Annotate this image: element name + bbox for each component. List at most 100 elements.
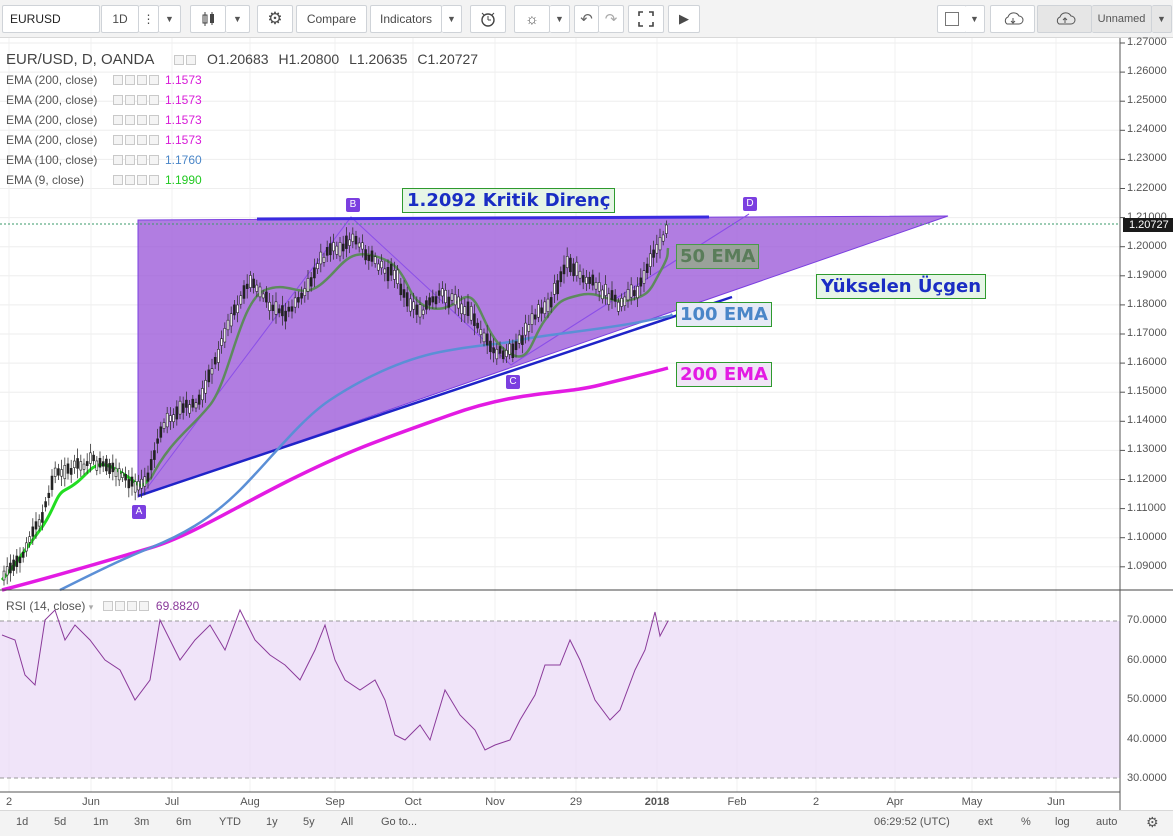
indicator-legend-row[interactable]: EMA (200, close) 1.1573 [6,133,202,147]
undo-button[interactable]: ↶ [574,5,599,33]
indicator-legend-row[interactable]: EMA (100, close) 1.1760 [6,153,202,167]
range-all-button[interactable]: All [341,816,354,828]
close-icon[interactable] [149,75,159,85]
eye-icon[interactable] [113,155,123,165]
range-5y-button[interactable]: 5y [303,816,315,828]
close-icon[interactable] [138,601,149,611]
resistance-line[interactable] [256,215,710,221]
gear-icon[interactable] [125,75,135,85]
eye-icon[interactable] [113,75,123,85]
range-ytd-button[interactable]: YTD [219,816,241,828]
settings-button[interactable]: ⚙ [257,5,293,33]
layout-chevron-icon[interactable]: ▼ [1152,5,1172,33]
interval-button[interactable]: 1D [101,5,139,33]
percent-toggle[interactable]: % [1021,816,1031,828]
candle-body [466,301,470,316]
replay-button[interactable]: ▶ [668,5,700,33]
close-icon[interactable] [149,135,159,145]
candle-body [559,271,563,283]
indicator-legend-row[interactable]: EMA (200, close) 1.1573 [6,93,202,107]
candle-body [172,414,175,423]
log-toggle[interactable]: log [1055,816,1070,828]
more-icon[interactable] [137,155,147,165]
ema50-annotation[interactable]: 50 EMA [676,244,760,269]
fullscreen-button[interactable] [628,5,664,33]
resistance-annotation[interactable]: 1.2092 Kritik Direnç [402,188,616,213]
more-icon[interactable] [137,135,147,145]
more-icon[interactable] [126,601,137,611]
range-1d-button[interactable]: 1d [16,816,29,828]
interval-chevron-icon[interactable]: ▼ [159,5,181,33]
range-6m-button[interactable]: 6m [176,816,192,828]
templates-button[interactable]: ☼ [514,5,550,33]
indicator-legend-row[interactable]: EMA (200, close) 1.1573 [6,113,202,127]
gear-icon[interactable] [125,115,135,125]
indicator-legend-row[interactable]: EMA (9, close) 1.1990 [6,173,202,187]
save-layout-button[interactable] [1037,5,1092,33]
close-icon[interactable] [149,115,159,125]
eye-icon[interactable] [113,115,123,125]
candle-body [50,475,54,490]
rsi-legend: RSI (14, close) ▾ 69.8820 [6,599,199,613]
more-icon[interactable] [137,175,147,185]
gear-icon[interactable] [125,135,135,145]
ema100-annotation[interactable]: 100 EMA [676,302,772,327]
close-icon[interactable] [149,95,159,105]
close-icon[interactable] [149,175,159,185]
compare-label: Compare [306,12,357,26]
ext-toggle[interactable]: ext [978,816,993,828]
candles-style-button[interactable] [190,5,226,33]
layout-name-button[interactable]: Unnamed [1092,5,1152,33]
gear-icon[interactable] [125,95,135,105]
gear-icon[interactable] [125,175,135,185]
range-1y-button[interactable]: 1y [266,816,278,828]
eye-icon[interactable] [173,55,184,65]
candle-body [121,472,124,478]
top-toolbar: EURUSD 1D ⋮ ▼ ▼ ⚙ Compare Indicators ▼ ☼… [0,0,1173,38]
redo-button[interactable]: ↷ [599,5,624,33]
indicators-chevron-icon[interactable]: ▼ [442,5,462,33]
chart-style-chevron-icon[interactable]: ▼ [226,5,250,33]
goto-button[interactable]: Go to... [381,816,418,828]
more-icon[interactable] [137,95,147,105]
indicator-legend-row[interactable]: EMA (200, close) 1.1573 [6,73,202,87]
gear-icon[interactable] [185,55,196,65]
support-trendline[interactable] [137,295,733,498]
templates-chevron-icon[interactable]: ▼ [550,5,570,33]
more-icon[interactable] [137,115,147,125]
more-vert-icon[interactable]: ⋮ [139,5,159,33]
candle-body [415,304,419,315]
load-layout-button[interactable] [990,5,1035,33]
more-icon[interactable] [137,75,147,85]
indicators-button[interactable]: Indicators [370,5,442,33]
auto-toggle[interactable]: auto [1096,816,1118,828]
gear-icon[interactable] [114,601,125,611]
close-icon[interactable] [149,155,159,165]
candle-body [508,343,511,355]
eye-icon[interactable] [113,135,123,145]
range-1m-button[interactable]: 1m [93,816,109,828]
point-d-label[interactable]: D [743,197,757,211]
triangle-annotation[interactable]: Yükselen Üçgen [816,274,987,299]
alert-button[interactable] [470,5,506,33]
compare-button[interactable]: Compare [296,5,367,33]
ema200-annotation[interactable]: 200 EMA [676,362,772,387]
range-3m-button[interactable]: 3m [134,816,150,828]
candle-body [252,278,255,288]
rsi-chevron-icon[interactable]: ▾ [88,602,94,612]
symbol-input[interactable]: EURUSD [2,5,100,33]
point-a-label[interactable]: A [132,505,146,519]
range-5d-button[interactable]: 5d [54,816,67,828]
eye-icon[interactable] [102,601,113,611]
candle-body [188,404,191,414]
color-picker-button[interactable] [937,5,967,33]
candle-body [578,270,582,279]
gear-icon[interactable]: ⚙ [1146,814,1159,830]
eye-icon[interactable] [113,175,123,185]
point-c-label[interactable]: C [506,375,520,389]
eye-icon[interactable] [113,95,123,105]
gear-icon[interactable] [125,155,135,165]
point-b-label[interactable]: B [346,198,360,212]
color-chevron-icon[interactable]: ▼ [965,5,985,33]
